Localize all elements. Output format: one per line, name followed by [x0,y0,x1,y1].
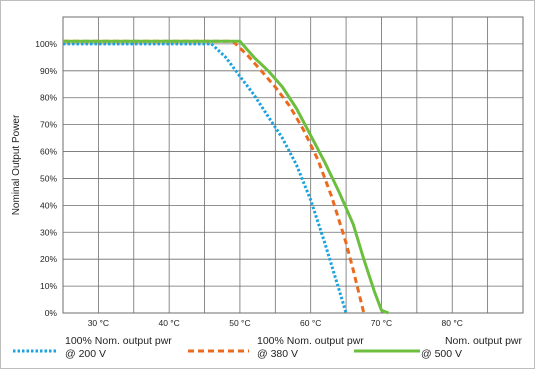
y-tick-label: 70% [40,120,57,130]
legend-label-2: 100% Nom. output pwr [257,335,364,347]
y-tick-label: 60% [40,147,57,157]
legend-label-1: 100% Nom. output pwr [65,335,172,347]
y-tick-label: 100% [35,39,57,49]
y-tick-label: 40% [40,200,57,210]
y-tick-label: 30% [40,227,57,237]
y-tick-label: 50% [40,173,57,183]
x-tick-labels: 30 °C 40 °C 50 °C 60 °C 70 °C 80 °C [88,318,463,328]
legend-label-1: @ 200 V [65,348,106,360]
legend-label-3: @ 500 V [421,348,462,360]
y-tick-label: 90% [40,66,57,76]
x-tick-label: 50 °C [229,318,250,328]
series-line-1 [63,42,348,314]
series-line-3 [63,39,390,315]
x-tick-label: 60 °C [300,318,321,328]
x-tick-label: 70 °C [371,318,392,328]
y-tick-label: 10% [40,281,57,291]
grid [62,16,524,314]
x-tick-label: 30 °C [88,318,109,328]
plot-area [62,16,524,314]
x-tick-label: 80 °C [442,318,463,328]
legend-label-2: @ 380 V [257,348,298,360]
y-tick-labels: 0% 10% 20% 30% 40% 50% 60% 70% 80% 90% 100% [35,39,57,318]
series-lines [63,39,390,315]
x-tick-label: 40 °C [158,318,179,328]
y-tick-label: 20% [40,254,57,264]
y-axis-label: Nominal Output Power [11,114,22,215]
legend-label-3: Nom. output pwr [445,335,523,347]
y-tick-label: 0% [45,308,58,318]
y-tick-label: 80% [40,93,57,103]
